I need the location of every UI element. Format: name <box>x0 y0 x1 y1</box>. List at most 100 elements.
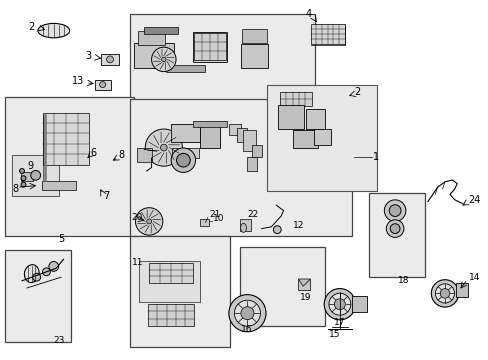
Circle shape <box>328 293 350 315</box>
Bar <box>101 54 119 65</box>
Bar <box>166 65 205 72</box>
Bar <box>43 112 89 165</box>
Bar <box>147 304 194 326</box>
Circle shape <box>334 299 345 310</box>
Bar <box>314 129 331 145</box>
Ellipse shape <box>24 265 39 283</box>
Circle shape <box>241 307 253 320</box>
Bar <box>137 148 151 162</box>
Circle shape <box>135 208 163 235</box>
Bar <box>228 124 240 135</box>
Bar <box>305 109 325 129</box>
Text: 8: 8 <box>12 184 19 194</box>
Circle shape <box>324 289 355 320</box>
Circle shape <box>176 153 190 167</box>
Circle shape <box>145 129 182 166</box>
Circle shape <box>388 205 400 216</box>
Bar <box>293 130 317 148</box>
Bar <box>246 157 256 171</box>
Circle shape <box>31 170 41 180</box>
Text: 9: 9 <box>27 161 33 171</box>
Bar <box>129 236 229 347</box>
Bar <box>240 219 250 231</box>
Circle shape <box>439 289 449 298</box>
Bar <box>237 128 246 142</box>
Text: 23: 23 <box>53 336 64 345</box>
Text: 24: 24 <box>468 195 480 205</box>
Circle shape <box>151 47 176 72</box>
Circle shape <box>106 56 113 63</box>
Ellipse shape <box>38 23 70 38</box>
Bar <box>239 247 325 326</box>
Circle shape <box>49 261 59 271</box>
Text: 8: 8 <box>119 150 125 160</box>
Circle shape <box>389 224 399 234</box>
Bar <box>172 148 199 158</box>
Circle shape <box>20 168 24 174</box>
Bar <box>251 145 261 157</box>
Circle shape <box>228 294 265 332</box>
Circle shape <box>42 268 50 276</box>
Bar <box>242 29 266 43</box>
Circle shape <box>21 176 26 181</box>
Text: 2: 2 <box>354 87 360 97</box>
Text: 19: 19 <box>299 292 311 302</box>
Text: 4: 4 <box>305 9 311 19</box>
Bar <box>5 250 71 342</box>
Circle shape <box>234 300 260 326</box>
Bar <box>351 296 366 312</box>
Text: 7: 7 <box>102 191 109 201</box>
Text: 15: 15 <box>328 330 340 339</box>
Bar <box>149 263 193 283</box>
Ellipse shape <box>240 223 246 233</box>
Text: 18: 18 <box>397 276 408 285</box>
Bar <box>5 97 134 236</box>
Bar <box>368 193 425 277</box>
Text: 21: 21 <box>209 210 220 219</box>
Bar <box>171 124 200 142</box>
Text: 20: 20 <box>131 213 142 222</box>
Text: 3: 3 <box>85 51 92 61</box>
Text: 13: 13 <box>72 76 84 86</box>
Bar <box>41 181 76 190</box>
Circle shape <box>171 148 195 172</box>
Bar <box>310 24 344 44</box>
Polygon shape <box>298 279 310 286</box>
Bar <box>200 126 220 148</box>
Bar <box>266 85 376 191</box>
Text: 11: 11 <box>132 258 143 266</box>
Bar <box>193 121 227 127</box>
Text: 1: 1 <box>372 152 379 162</box>
Bar <box>134 43 173 68</box>
Text: 2: 2 <box>28 22 35 32</box>
Bar <box>12 155 59 196</box>
Bar <box>20 172 33 181</box>
Circle shape <box>384 200 405 221</box>
Bar <box>277 105 304 129</box>
Text: 5: 5 <box>58 234 64 244</box>
Bar <box>194 33 225 60</box>
Circle shape <box>100 82 105 87</box>
Text: 12: 12 <box>293 220 304 230</box>
Circle shape <box>434 284 454 303</box>
Bar <box>241 44 267 68</box>
Bar <box>243 130 255 151</box>
Bar <box>455 283 468 297</box>
Bar <box>144 27 178 34</box>
Bar <box>138 31 165 45</box>
Bar <box>199 219 209 226</box>
Circle shape <box>430 280 458 307</box>
Circle shape <box>21 182 26 187</box>
Text: 6: 6 <box>90 148 97 158</box>
Text: 14: 14 <box>468 273 479 282</box>
Text: 17: 17 <box>333 318 345 327</box>
Circle shape <box>161 57 166 62</box>
Bar <box>193 31 227 62</box>
Bar <box>139 261 200 302</box>
Bar <box>95 80 110 90</box>
Text: 10: 10 <box>212 214 224 223</box>
Circle shape <box>273 226 281 234</box>
Bar <box>297 279 309 290</box>
Circle shape <box>146 219 151 224</box>
Text: 22: 22 <box>247 210 258 219</box>
